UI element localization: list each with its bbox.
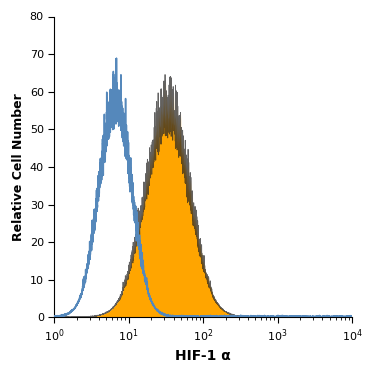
Y-axis label: Relative Cell Number: Relative Cell Number: [12, 93, 26, 241]
X-axis label: HIF-1 α: HIF-1 α: [175, 348, 231, 363]
